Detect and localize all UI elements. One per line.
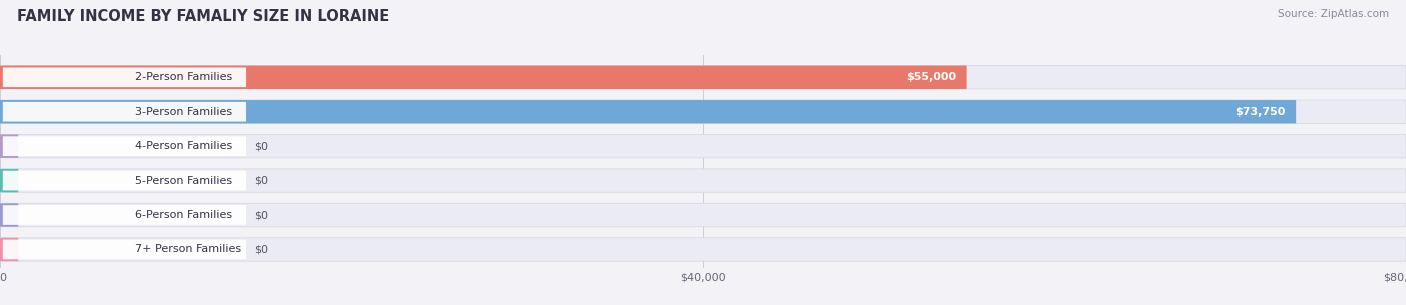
- FancyBboxPatch shape: [3, 205, 246, 225]
- FancyBboxPatch shape: [3, 136, 246, 156]
- Text: 4-Person Families: 4-Person Families: [135, 141, 232, 151]
- Text: Source: ZipAtlas.com: Source: ZipAtlas.com: [1278, 9, 1389, 19]
- Text: $0: $0: [254, 176, 269, 185]
- Text: $0: $0: [254, 210, 269, 220]
- Text: 6-Person Families: 6-Person Families: [135, 210, 232, 220]
- FancyBboxPatch shape: [0, 66, 967, 89]
- Text: $73,750: $73,750: [1236, 107, 1285, 117]
- FancyBboxPatch shape: [0, 203, 18, 227]
- FancyBboxPatch shape: [0, 100, 1406, 124]
- Text: $55,000: $55,000: [905, 72, 956, 82]
- Text: 2-Person Families: 2-Person Families: [135, 72, 232, 82]
- FancyBboxPatch shape: [3, 102, 246, 122]
- FancyBboxPatch shape: [0, 66, 1406, 89]
- FancyBboxPatch shape: [0, 169, 18, 192]
- FancyBboxPatch shape: [0, 135, 18, 158]
- Text: $0: $0: [254, 141, 269, 151]
- FancyBboxPatch shape: [0, 169, 1406, 192]
- FancyBboxPatch shape: [3, 240, 246, 259]
- Text: 7+ Person Families: 7+ Person Families: [135, 245, 242, 254]
- Text: FAMILY INCOME BY FAMALIY SIZE IN LORAINE: FAMILY INCOME BY FAMALIY SIZE IN LORAINE: [17, 9, 389, 24]
- FancyBboxPatch shape: [0, 135, 1406, 158]
- Text: 3-Person Families: 3-Person Families: [135, 107, 232, 117]
- FancyBboxPatch shape: [0, 100, 1296, 124]
- FancyBboxPatch shape: [0, 238, 1406, 261]
- FancyBboxPatch shape: [0, 238, 18, 261]
- FancyBboxPatch shape: [0, 203, 1406, 227]
- FancyBboxPatch shape: [3, 171, 246, 190]
- FancyBboxPatch shape: [3, 67, 246, 87]
- Text: $0: $0: [254, 245, 269, 254]
- Text: 5-Person Families: 5-Person Families: [135, 176, 232, 185]
